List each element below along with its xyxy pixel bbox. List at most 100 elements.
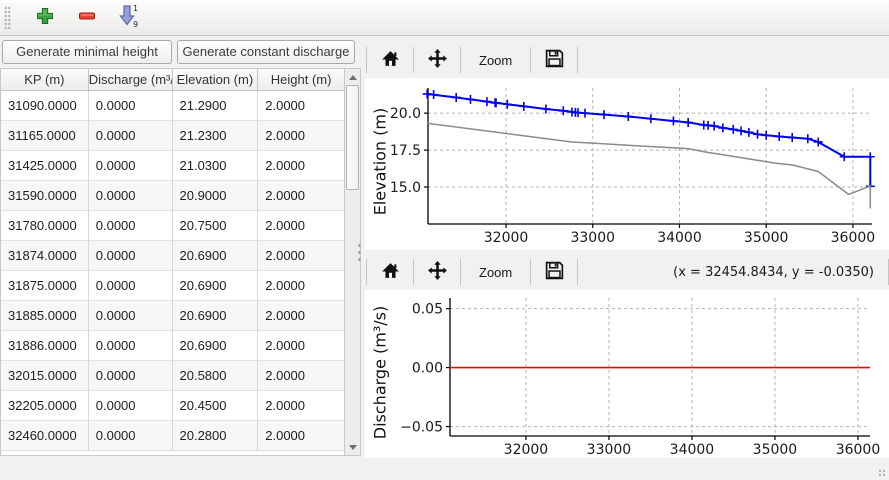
table-cell[interactable]: 21.0300 <box>172 151 259 181</box>
table-cell[interactable]: 32015.0000 <box>1 361 89 391</box>
table-body: 31090.0000 0.0000 21.2900 2.0000 31165.0000 0… <box>1 91 344 455</box>
toolbar-drag-handle[interactable] <box>4 5 11 30</box>
separator <box>577 47 579 73</box>
table-cell[interactable]: 2.0000 <box>258 211 344 241</box>
table-cell[interactable]: 2.0000 <box>258 421 344 451</box>
table-cell[interactable]: 2.0000 <box>258 301 344 331</box>
column-header-height[interactable]: Height (m) <box>270 72 332 87</box>
table-cell[interactable]: 31090.0000 <box>1 91 89 121</box>
table-cell[interactable]: 21.2300 <box>172 121 259 151</box>
separator <box>366 259 367 285</box>
generate-minimal-height-button[interactable]: Generate minimal height <box>2 40 172 64</box>
table-cell[interactable]: 20.6900 <box>172 271 259 301</box>
pan-button[interactable] <box>422 46 452 74</box>
table-row[interactable]: 31780.0000 0.0000 20.7500 2.0000 <box>1 211 344 241</box>
table-cell[interactable]: 0.0000 <box>88 181 173 211</box>
table-cell[interactable]: 0.0000 <box>88 271 173 301</box>
table-row[interactable]: 31090.0000 0.0000 21.2900 2.0000 <box>1 91 344 121</box>
table-row[interactable]: 31875.0000 0.0000 20.6900 2.0000 <box>1 271 344 301</box>
table-cell[interactable]: 0.0000 <box>88 331 173 361</box>
table-cell[interactable]: 20.2800 <box>172 421 259 451</box>
table-cell[interactable]: 0.0000 <box>88 121 173 151</box>
sort-1-9-icon: 1 9 <box>119 4 139 31</box>
separator <box>366 47 367 73</box>
zoom-button[interactable]: Zoom <box>469 53 522 68</box>
table-cell[interactable]: 0.0000 <box>88 91 173 121</box>
table-cell[interactable]: 32205.0000 <box>1 391 89 421</box>
svg-text:33000: 33000 <box>587 442 632 458</box>
table-cell[interactable]: 2.0000 <box>258 331 344 361</box>
table-cell[interactable]: 0.0000 <box>88 151 173 181</box>
table-cell[interactable]: 32460.0000 <box>1 421 89 451</box>
table-cell[interactable]: 2.0000 <box>258 241 344 271</box>
table-cell[interactable]: 31780.0000 <box>1 211 89 241</box>
pane-splitter-handle[interactable] <box>357 242 362 264</box>
table-cell[interactable]: 31875.0000 <box>1 271 89 301</box>
table-cell[interactable]: 0.0000 <box>88 391 173 421</box>
pan-button[interactable] <box>422 258 452 286</box>
table-cell[interactable]: 20.6900 <box>172 241 259 271</box>
table-cell[interactable]: 2.0000 <box>258 181 344 211</box>
scroll-down-arrow[interactable] <box>345 439 360 455</box>
save-button[interactable] <box>539 46 569 74</box>
table-cell[interactable]: 0.0000 <box>88 361 173 391</box>
svg-text:36000: 36000 <box>831 230 876 246</box>
table-row[interactable]: 32460.0000 0.0000 20.2800 2.0000 <box>1 421 344 451</box>
table-row[interactable]: 31886.0000 0.0000 20.6900 2.0000 <box>1 331 344 361</box>
svg-text:33000: 33000 <box>570 230 615 246</box>
remove-row-button[interactable] <box>73 4 101 32</box>
column-header-elevation[interactable]: Elevation (m) <box>173 69 259 90</box>
table-cell[interactable]: 2.0000 <box>258 271 344 301</box>
table-cell[interactable]: 21.2900 <box>172 91 259 121</box>
table-cell[interactable]: 0.0000 <box>88 421 173 451</box>
table-cell[interactable]: 2.0000 <box>258 121 344 151</box>
table-row[interactable]: 31590.0000 0.0000 20.9000 2.0000 <box>1 181 344 211</box>
window-size-grip[interactable] <box>878 469 887 478</box>
table-row[interactable]: 31874.0000 0.0000 20.6900 2.0000 <box>1 241 344 271</box>
table-cell[interactable]: 31425.0000 <box>1 151 89 181</box>
svg-text:34000: 34000 <box>657 230 702 246</box>
table-row[interactable]: 31165.0000 0.0000 21.2300 2.0000 <box>1 121 344 151</box>
table-cell[interactable]: 20.6900 <box>172 301 259 331</box>
table-cell[interactable]: 31874.0000 <box>1 241 89 271</box>
column-header-kp[interactable]: KP (m) <box>1 69 89 90</box>
svg-text:35000: 35000 <box>753 442 798 458</box>
svg-text:36000: 36000 <box>836 442 881 458</box>
home-button[interactable] <box>375 46 405 74</box>
table-cell[interactable]: 20.7500 <box>172 211 259 241</box>
table-cell[interactable]: 31590.0000 <box>1 181 89 211</box>
table-cell[interactable]: 2.0000 <box>258 91 344 121</box>
table-cell[interactable]: 20.4500 <box>172 391 259 421</box>
table-cell[interactable]: 31165.0000 <box>1 121 89 151</box>
table-row[interactable]: 31885.0000 0.0000 20.6900 2.0000 <box>1 301 344 331</box>
svg-text:20.0: 20.0 <box>390 106 421 122</box>
zoom-button[interactable]: Zoom <box>469 265 522 280</box>
table-cell[interactable]: 2.0000 <box>258 151 344 181</box>
scroll-up-arrow[interactable] <box>345 69 360 85</box>
save-button[interactable] <box>539 258 569 286</box>
table-cell[interactable]: 20.6900 <box>172 331 259 361</box>
pan-icon <box>427 48 448 72</box>
column-header-discharge[interactable]: Discharge (m³/s) <box>89 69 173 90</box>
table-cell[interactable]: 2.0000 <box>258 361 344 391</box>
scrollbar-thumb[interactable] <box>346 85 359 190</box>
add-row-button[interactable] <box>31 4 59 32</box>
table-cell[interactable]: 31885.0000 <box>1 301 89 331</box>
sort-rows-button[interactable]: 1 9 <box>115 4 143 32</box>
table-cell[interactable]: 0.0000 <box>88 301 173 331</box>
svg-text:17.5: 17.5 <box>390 143 421 159</box>
table-row[interactable]: 32205.0000 0.0000 20.4500 2.0000 <box>1 391 344 421</box>
generate-constant-discharge-button[interactable]: Generate constant discharge <box>177 40 355 64</box>
table-cell[interactable]: 31886.0000 <box>1 331 89 361</box>
table-cell[interactable]: 2.0000 <box>258 391 344 421</box>
table-cell[interactable]: 20.5800 <box>172 361 259 391</box>
elevation-plot-canvas[interactable]: 32000 33000 34000 35000 36000 15.0 17.5 20.0 <box>365 78 889 250</box>
home-button[interactable] <box>375 258 405 286</box>
table-cell[interactable]: 20.9000 <box>172 181 259 211</box>
table-cell[interactable]: 0.0000 <box>88 211 173 241</box>
discharge-plot-canvas[interactable]: 32000 33000 34000 35000 36000 −0.05 0.00 0.05 <box>365 290 889 458</box>
separator <box>577 259 579 285</box>
table-row[interactable]: 31425.0000 0.0000 21.0300 2.0000 <box>1 151 344 181</box>
table-cell[interactable]: 0.0000 <box>88 241 173 271</box>
table-row[interactable]: 32015.0000 0.0000 20.5800 2.0000 <box>1 361 344 391</box>
